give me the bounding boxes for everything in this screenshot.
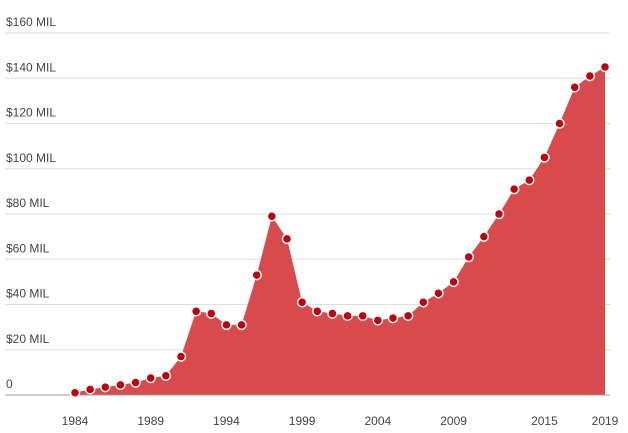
data-point — [448, 276, 459, 288]
data-point — [145, 372, 156, 384]
data-point — [463, 251, 474, 263]
data-point — [130, 377, 141, 388]
data-point — [478, 231, 490, 242]
data-point — [418, 296, 429, 308]
data-point — [251, 269, 262, 281]
x-tick-label: 1984 — [62, 414, 89, 428]
x-tick-label: 1999 — [289, 414, 316, 428]
x-tick-label: 1994 — [213, 414, 240, 428]
data-point — [221, 319, 232, 331]
y-tick-label: $60 MIL — [6, 241, 50, 255]
data-point — [160, 370, 172, 382]
y-tick-label: $120 MIL — [6, 106, 56, 120]
data-point — [584, 70, 596, 82]
data-point — [312, 306, 323, 317]
x-tick-label: 2004 — [365, 414, 392, 428]
y-tick-label: $40 MIL — [6, 287, 50, 301]
x-tick-label: 2009 — [440, 414, 467, 428]
y-tick-label: 0 — [6, 377, 13, 391]
data-point — [266, 211, 278, 222]
data-point — [402, 310, 414, 322]
data-point — [206, 308, 217, 319]
data-point — [372, 315, 384, 326]
data-point — [115, 379, 126, 391]
data-point — [281, 233, 293, 245]
data-point — [599, 61, 611, 73]
data-point — [387, 312, 399, 324]
data-point — [236, 319, 247, 331]
x-tick-label: 2019 — [592, 414, 619, 428]
data-point — [508, 183, 520, 195]
y-tick-label: $80 MIL — [6, 196, 50, 210]
data-point — [296, 296, 308, 308]
y-tick-label: $20 MIL — [6, 332, 50, 346]
data-point — [84, 384, 96, 395]
data-point — [175, 351, 187, 362]
data-point — [524, 174, 535, 186]
data-point — [69, 387, 81, 398]
y-tick-label: $100 MIL — [6, 151, 56, 165]
data-point — [569, 82, 580, 93]
data-point — [433, 287, 444, 299]
data-point — [357, 310, 368, 322]
data-point — [539, 152, 550, 163]
y-tick-label: $140 MIL — [6, 60, 56, 74]
data-point — [190, 306, 202, 317]
y-tick-label: $160 MIL — [6, 15, 56, 29]
x-tick-label: 1989 — [137, 414, 164, 428]
data-point — [342, 310, 353, 322]
data-point — [100, 381, 111, 393]
x-tick-label: 2015 — [531, 414, 558, 428]
data-point — [327, 308, 338, 319]
data-point — [554, 118, 565, 129]
area — [75, 66, 605, 395]
data-point — [493, 208, 505, 220]
